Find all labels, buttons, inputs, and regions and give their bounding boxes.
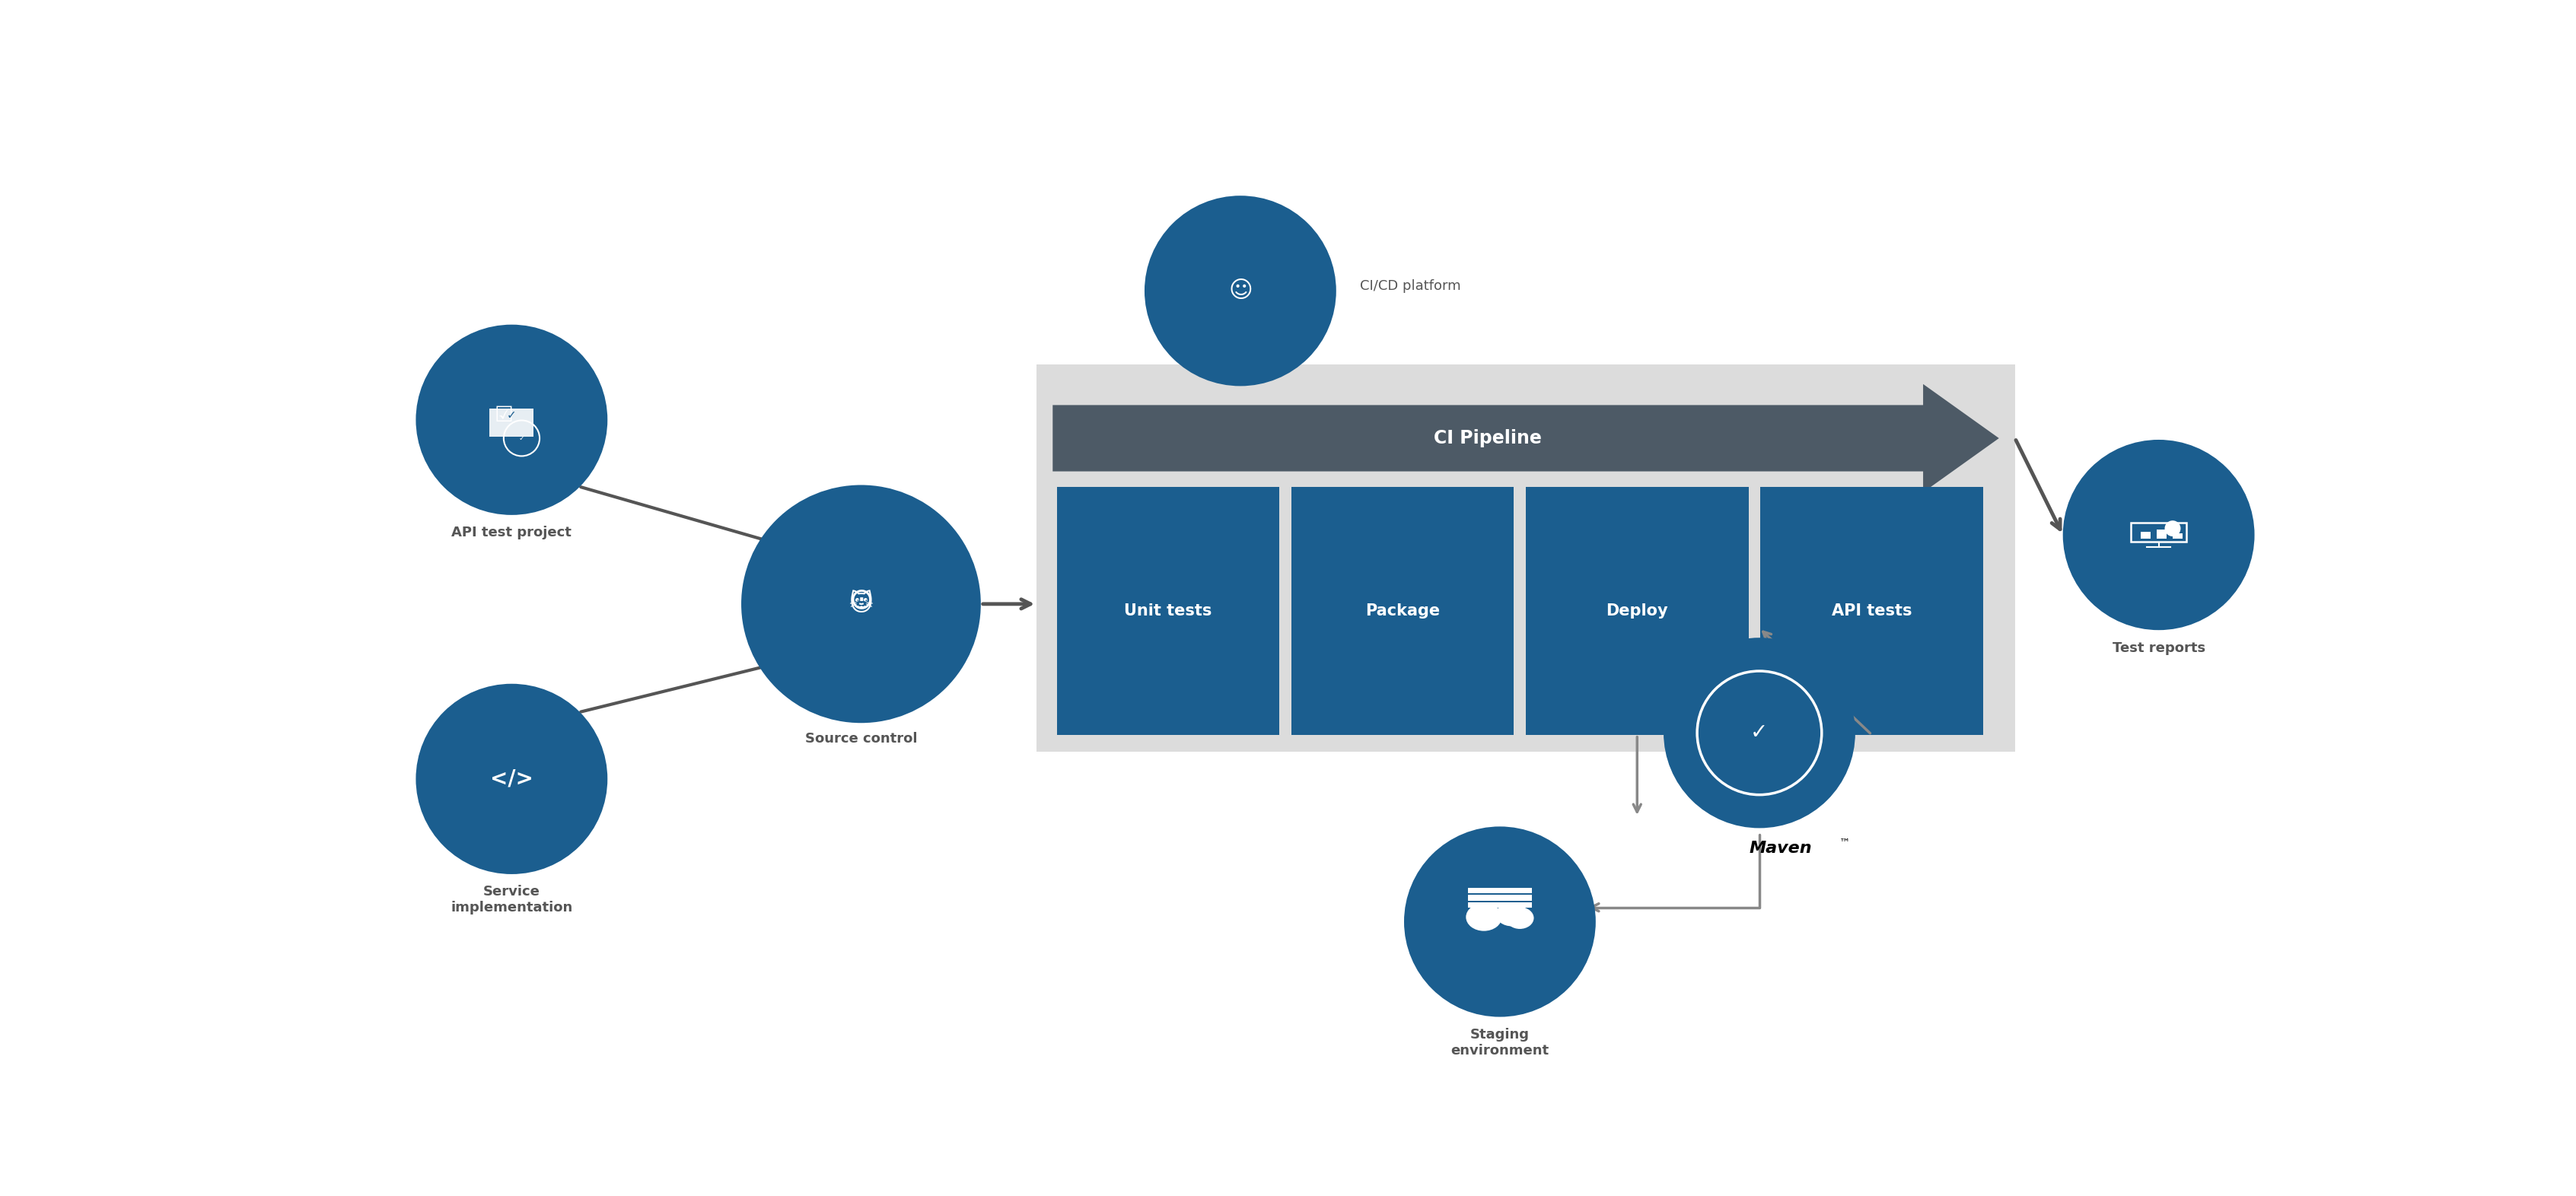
Text: ✓: ✓ bbox=[507, 409, 518, 421]
FancyBboxPatch shape bbox=[1468, 895, 1533, 901]
FancyBboxPatch shape bbox=[1036, 365, 2014, 751]
Ellipse shape bbox=[1664, 637, 1855, 828]
FancyBboxPatch shape bbox=[1056, 487, 1280, 734]
Text: CI Pipeline: CI Pipeline bbox=[1435, 429, 1543, 447]
FancyBboxPatch shape bbox=[489, 409, 533, 437]
Ellipse shape bbox=[1466, 903, 1502, 930]
Text: Source control: Source control bbox=[804, 732, 917, 746]
Ellipse shape bbox=[1497, 903, 1528, 926]
Text: Unit tests: Unit tests bbox=[1123, 603, 1211, 618]
FancyBboxPatch shape bbox=[1468, 887, 1533, 893]
Ellipse shape bbox=[1507, 907, 1533, 929]
Text: ☺: ☺ bbox=[1229, 280, 1252, 301]
Text: ✓: ✓ bbox=[518, 434, 526, 443]
Ellipse shape bbox=[415, 324, 608, 515]
Ellipse shape bbox=[2164, 520, 2182, 536]
Text: Staging
environment: Staging environment bbox=[1450, 1027, 1548, 1057]
Text: 🐱: 🐱 bbox=[850, 593, 873, 615]
Text: Service
implementation: Service implementation bbox=[451, 885, 572, 915]
Text: ✓: ✓ bbox=[1752, 722, 1767, 744]
Ellipse shape bbox=[2063, 440, 2254, 630]
Text: Deploy: Deploy bbox=[1605, 603, 1669, 618]
Polygon shape bbox=[1054, 384, 1999, 493]
Ellipse shape bbox=[742, 486, 981, 722]
FancyBboxPatch shape bbox=[2172, 533, 2182, 538]
FancyBboxPatch shape bbox=[1291, 487, 1515, 734]
Ellipse shape bbox=[1404, 826, 1595, 1017]
FancyBboxPatch shape bbox=[2156, 530, 2166, 538]
FancyBboxPatch shape bbox=[1525, 487, 1749, 734]
Text: Maven: Maven bbox=[1749, 841, 1814, 856]
Ellipse shape bbox=[415, 684, 608, 874]
Ellipse shape bbox=[1144, 196, 1337, 386]
Text: API test project: API test project bbox=[451, 526, 572, 539]
Text: ☑: ☑ bbox=[495, 404, 513, 426]
FancyBboxPatch shape bbox=[1759, 487, 1984, 734]
Text: API tests: API tests bbox=[1832, 603, 1911, 618]
Text: ™: ™ bbox=[1839, 837, 1850, 848]
Text: Test reports: Test reports bbox=[2112, 641, 2205, 655]
FancyBboxPatch shape bbox=[1468, 902, 1533, 908]
Text: CI/CD platform: CI/CD platform bbox=[1360, 280, 1461, 293]
Text: Package: Package bbox=[1365, 603, 1440, 618]
FancyBboxPatch shape bbox=[2141, 532, 2151, 538]
Text: </>: </> bbox=[489, 768, 533, 789]
Text: ⊙: ⊙ bbox=[848, 585, 873, 614]
